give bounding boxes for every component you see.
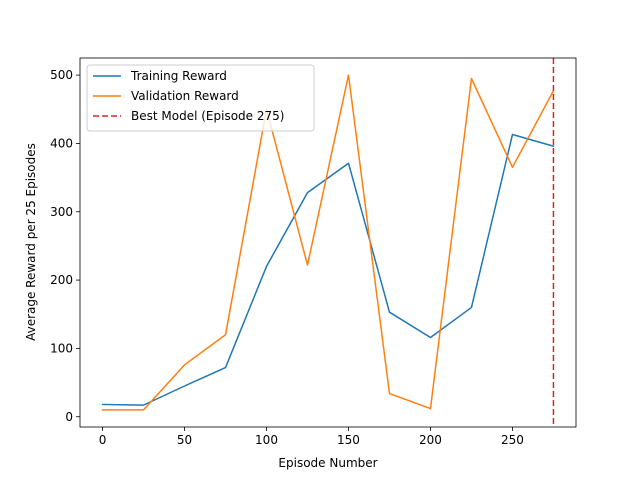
legend-box (86, 64, 315, 132)
y-tick-label: 400 (50, 136, 73, 150)
y-tick-label: 500 (50, 68, 73, 82)
legend-label: Validation Reward (131, 89, 239, 103)
x-tick-label: 50 (177, 433, 192, 447)
x-axis-label: Episode Number (278, 456, 377, 470)
y-axis-label: Average Reward per 25 Episodes (24, 143, 38, 341)
x-axis: 0 50 100 150 200 250 (99, 427, 524, 447)
x-tick-label: 100 (255, 433, 278, 447)
legend-label: Best Model (Episode 275) (131, 109, 284, 123)
legend: Training Reward Validation Reward Best Mod… (86, 64, 315, 132)
series-line-training-reward (101, 133, 555, 406)
y-tick-label: 300 (50, 205, 73, 219)
series-line-validation-reward (101, 74, 555, 411)
plot-frame (79, 57, 577, 428)
y-tick-label: 200 (50, 273, 73, 287)
x-tick-label: 0 (99, 433, 107, 447)
legend-label: Training Reward (130, 69, 227, 83)
x-tick-label: 150 (337, 433, 360, 447)
y-tick-label: 0 (65, 410, 73, 424)
x-tick-label: 250 (501, 433, 524, 447)
x-tick-label: 200 (419, 433, 442, 447)
y-axis: 0 100 200 300 400 500 (50, 68, 80, 424)
y-tick-label: 100 (50, 341, 73, 355)
plot-area (101, 58, 555, 427)
